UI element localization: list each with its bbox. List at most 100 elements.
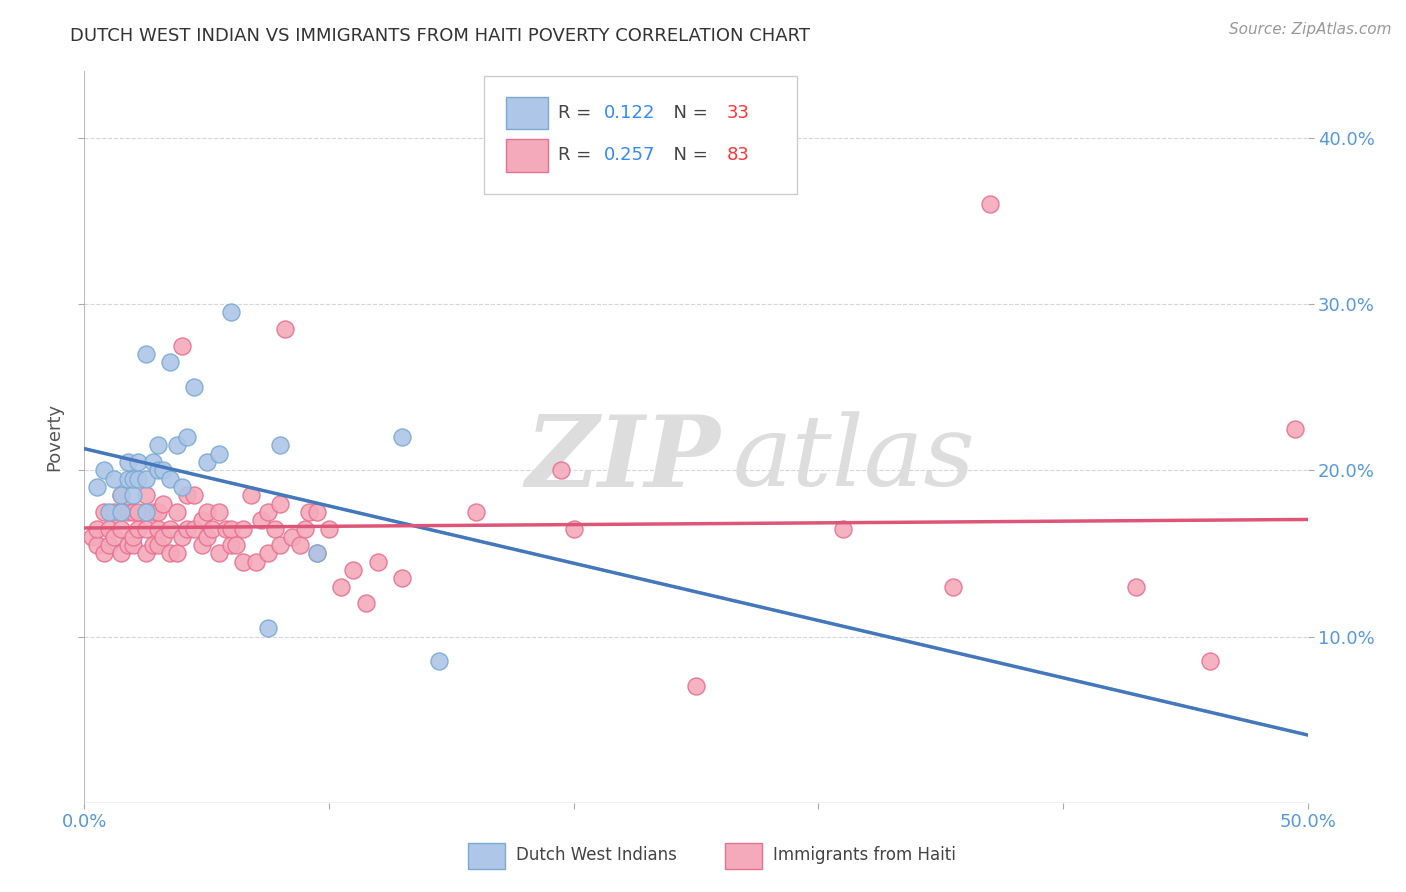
- Point: [264, 521, 287, 535]
- Point: [305, 546, 328, 560]
- Point: [562, 521, 585, 535]
- Point: [183, 488, 205, 502]
- Point: [219, 305, 242, 319]
- Point: [122, 488, 145, 502]
- Point: [152, 463, 174, 477]
- Point: [146, 463, 169, 477]
- Point: [249, 513, 271, 527]
- Point: [176, 430, 198, 444]
- Point: [274, 322, 297, 336]
- Point: [122, 505, 145, 519]
- Point: [127, 505, 149, 519]
- FancyBboxPatch shape: [506, 97, 548, 129]
- Text: atlas: atlas: [733, 411, 976, 507]
- Point: [80, 530, 103, 544]
- Point: [127, 521, 149, 535]
- Text: ZIP: ZIP: [526, 411, 720, 508]
- Point: [122, 530, 145, 544]
- Text: Dutch West Indians: Dutch West Indians: [516, 847, 678, 864]
- Point: [97, 538, 120, 552]
- Y-axis label: Poverty: Poverty: [45, 403, 63, 471]
- Point: [200, 521, 222, 535]
- Point: [127, 472, 149, 486]
- Point: [191, 513, 214, 527]
- Point: [219, 521, 242, 535]
- Point: [93, 546, 115, 560]
- FancyBboxPatch shape: [468, 843, 505, 870]
- Point: [550, 463, 572, 477]
- Point: [152, 530, 174, 544]
- Point: [110, 488, 132, 502]
- Point: [354, 596, 377, 610]
- Point: [86, 480, 108, 494]
- Text: DUTCH WEST INDIAN VS IMMIGRANTS FROM HAITI POVERTY CORRELATION CHART: DUTCH WEST INDIAN VS IMMIGRANTS FROM HAI…: [70, 27, 810, 45]
- Point: [1125, 580, 1147, 594]
- Point: [1198, 655, 1220, 669]
- Point: [166, 546, 188, 560]
- Point: [86, 538, 108, 552]
- Text: Source: ZipAtlas.com: Source: ZipAtlas.com: [1229, 22, 1392, 37]
- FancyBboxPatch shape: [484, 77, 797, 194]
- Point: [391, 571, 413, 585]
- Point: [183, 380, 205, 394]
- Point: [195, 455, 218, 469]
- Point: [166, 438, 188, 452]
- Point: [464, 505, 486, 519]
- Text: R =: R =: [558, 146, 596, 164]
- Point: [117, 538, 139, 552]
- Point: [135, 488, 157, 502]
- Point: [103, 472, 125, 486]
- Point: [269, 538, 291, 552]
- Point: [245, 555, 267, 569]
- Text: N =: N =: [662, 146, 713, 164]
- Point: [97, 505, 120, 519]
- Point: [239, 488, 262, 502]
- Point: [146, 521, 169, 535]
- Point: [195, 530, 218, 544]
- Point: [117, 505, 139, 519]
- Point: [86, 521, 108, 535]
- Point: [103, 505, 125, 519]
- Point: [298, 505, 321, 519]
- Point: [208, 447, 231, 461]
- Point: [110, 521, 132, 535]
- Point: [93, 463, 115, 477]
- Point: [288, 538, 311, 552]
- Point: [269, 438, 291, 452]
- Point: [135, 521, 157, 535]
- Point: [172, 480, 194, 494]
- Point: [97, 521, 120, 535]
- Point: [257, 546, 280, 560]
- Point: [219, 538, 242, 552]
- Point: [142, 538, 165, 552]
- Point: [159, 355, 181, 369]
- Point: [122, 538, 145, 552]
- Point: [342, 563, 364, 577]
- Point: [117, 455, 139, 469]
- Point: [232, 555, 254, 569]
- Text: N =: N =: [662, 104, 713, 122]
- Point: [110, 546, 132, 560]
- Point: [257, 621, 280, 635]
- Point: [135, 347, 157, 361]
- Point: [367, 555, 389, 569]
- Point: [117, 472, 139, 486]
- Point: [281, 530, 304, 544]
- Point: [166, 505, 188, 519]
- Point: [110, 505, 132, 519]
- Point: [146, 505, 169, 519]
- Point: [142, 505, 165, 519]
- Point: [208, 546, 231, 560]
- Point: [183, 521, 205, 535]
- Point: [195, 505, 218, 519]
- Point: [135, 472, 157, 486]
- Point: [685, 680, 707, 694]
- Point: [330, 580, 353, 594]
- Text: 0.257: 0.257: [605, 146, 655, 164]
- Point: [135, 546, 157, 560]
- Point: [294, 521, 316, 535]
- Point: [305, 546, 328, 560]
- Point: [427, 655, 450, 669]
- Point: [103, 530, 125, 544]
- Point: [172, 338, 194, 352]
